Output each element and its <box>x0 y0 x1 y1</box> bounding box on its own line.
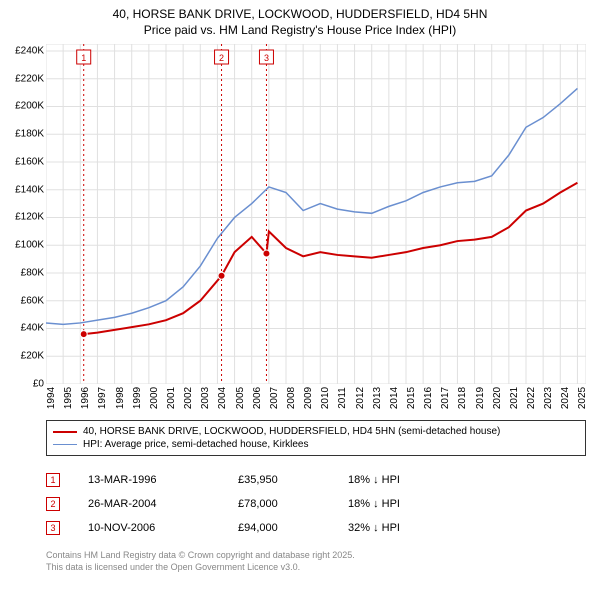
table-row: 1 13-MAR-1996 £35,950 18% ↓ HPI <box>46 468 468 492</box>
y-tick-label: £0 <box>4 379 44 390</box>
y-tick-label: £100K <box>4 240 44 251</box>
svg-text:3: 3 <box>264 53 269 63</box>
sale-diff: 32% ↓ HPI <box>348 522 468 534</box>
x-tick-label: 2018 <box>457 387 468 409</box>
x-tick-label: 2020 <box>492 387 503 409</box>
x-tick-label: 2023 <box>543 387 554 409</box>
x-tick-label: 2014 <box>389 387 400 409</box>
x-tick-label: 2015 <box>406 387 417 409</box>
x-tick-label: 1994 <box>46 387 57 409</box>
x-tick-label: 2016 <box>423 387 434 409</box>
y-tick-label: £60K <box>4 295 44 306</box>
y-tick-label: £140K <box>4 184 44 195</box>
y-tick-label: £200K <box>4 101 44 112</box>
y-tick-label: £180K <box>4 129 44 140</box>
x-tick-label: 2025 <box>577 387 588 409</box>
attribution-line-2: This data is licensed under the Open Gov… <box>46 562 355 574</box>
title-line-2: Price paid vs. HM Land Registry's House … <box>0 22 600 38</box>
y-tick-label: £120K <box>4 212 44 223</box>
title-line-1: 40, HORSE BANK DRIVE, LOCKWOOD, HUDDERSF… <box>0 6 600 22</box>
sale-date: 10-NOV-2006 <box>88 522 238 534</box>
legend: 40, HORSE BANK DRIVE, LOCKWOOD, HUDDERSF… <box>46 420 586 456</box>
legend-swatch <box>53 431 77 433</box>
y-tick-label: £20K <box>4 351 44 362</box>
chart-container: 40, HORSE BANK DRIVE, LOCKWOOD, HUDDERSF… <box>0 0 600 590</box>
sale-marker-badge: 2 <box>46 497 60 511</box>
y-tick-label: £240K <box>4 45 44 56</box>
svg-text:2: 2 <box>219 53 224 63</box>
y-tick-label: £40K <box>4 323 44 334</box>
sale-price: £78,000 <box>238 498 348 510</box>
chart-title: 40, HORSE BANK DRIVE, LOCKWOOD, HUDDERSF… <box>0 0 600 38</box>
sale-diff: 18% ↓ HPI <box>348 498 468 510</box>
x-tick-label: 2022 <box>526 387 537 409</box>
x-tick-label: 2008 <box>286 387 297 409</box>
legend-label: HPI: Average price, semi-detached house,… <box>83 439 309 450</box>
x-tick-label: 2010 <box>320 387 331 409</box>
y-tick-label: £160K <box>4 156 44 167</box>
sale-date: 13-MAR-1996 <box>88 474 238 486</box>
x-tick-label: 2012 <box>355 387 366 409</box>
x-tick-label: 2005 <box>235 387 246 409</box>
x-tick-label: 2019 <box>475 387 486 409</box>
x-tick-label: 2011 <box>337 387 348 409</box>
legend-swatch <box>53 444 77 446</box>
sale-marker-badge: 3 <box>46 521 60 535</box>
sale-diff: 18% ↓ HPI <box>348 474 468 486</box>
x-tick-label: 2013 <box>372 387 383 409</box>
x-tick-label: 2007 <box>269 387 280 409</box>
sale-price: £35,950 <box>238 474 348 486</box>
attribution: Contains HM Land Registry data © Crown c… <box>46 550 355 573</box>
x-tick-label: 1999 <box>132 387 143 409</box>
table-row: 3 10-NOV-2006 £94,000 32% ↓ HPI <box>46 516 468 540</box>
x-tick-label: 2024 <box>560 387 571 409</box>
sales-table: 1 13-MAR-1996 £35,950 18% ↓ HPI 2 26-MAR… <box>46 468 468 540</box>
legend-label: 40, HORSE BANK DRIVE, LOCKWOOD, HUDDERSF… <box>83 426 500 437</box>
legend-item: 40, HORSE BANK DRIVE, LOCKWOOD, HUDDERSF… <box>53 425 579 438</box>
y-tick-label: £220K <box>4 73 44 84</box>
x-tick-label: 2009 <box>303 387 314 409</box>
x-tick-label: 2017 <box>440 387 451 409</box>
chart-plot-area: 1 2 3 <box>46 44 586 384</box>
x-tick-label: 2001 <box>166 387 177 409</box>
sale-marker-badge: 1 <box>46 473 60 487</box>
x-tick-label: 2021 <box>509 387 520 409</box>
x-tick-label: 1998 <box>115 387 126 409</box>
chart-svg: 1 2 3 <box>46 44 586 384</box>
x-tick-label: 2002 <box>183 387 194 409</box>
table-row: 2 26-MAR-2004 £78,000 18% ↓ HPI <box>46 492 468 516</box>
x-tick-label: 2004 <box>217 387 228 409</box>
x-tick-label: 1997 <box>97 387 108 409</box>
svg-text:1: 1 <box>81 53 86 63</box>
y-tick-label: £80K <box>4 267 44 278</box>
x-tick-label: 2006 <box>252 387 263 409</box>
attribution-line-1: Contains HM Land Registry data © Crown c… <box>46 550 355 562</box>
sale-price: £94,000 <box>238 522 348 534</box>
sale-date: 26-MAR-2004 <box>88 498 238 510</box>
x-tick-label: 2000 <box>149 387 160 409</box>
x-tick-label: 1995 <box>63 387 74 409</box>
legend-item: HPI: Average price, semi-detached house,… <box>53 438 579 451</box>
x-tick-label: 2003 <box>200 387 211 409</box>
x-tick-label: 1996 <box>80 387 91 409</box>
